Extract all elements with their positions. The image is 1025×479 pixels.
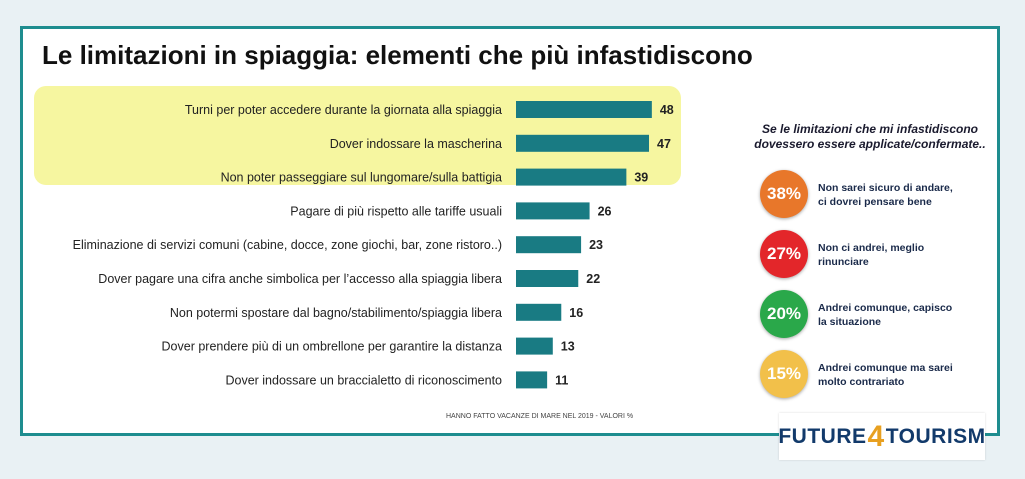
category-label: Eliminazione di servizi comuni (cabine, … bbox=[73, 238, 502, 252]
logo-text-future: FUTURE bbox=[778, 424, 867, 448]
category-label: Pagare di più rispetto alle tariffe usua… bbox=[290, 204, 502, 218]
scenario-heading-line2: dovessero essere applicate/confermate.. bbox=[754, 137, 986, 151]
scenario-label-line2: rinunciare bbox=[818, 256, 869, 268]
value-label: 26 bbox=[598, 204, 612, 218]
category-label: Dover prendere più di un ombrellone per … bbox=[162, 340, 503, 354]
scenario-heading-line1: Se le limitazioni che mi infastidiscono bbox=[761, 122, 979, 136]
scenario-percent-bubble: 15% bbox=[760, 350, 808, 398]
bar bbox=[516, 270, 579, 287]
scenario-label-line1: Andrei comunque ma sarei bbox=[818, 362, 953, 374]
scenario-label-line2: ci dovrei pensare bene bbox=[818, 196, 932, 208]
value-label: 16 bbox=[569, 306, 583, 320]
value-label: 13 bbox=[561, 340, 575, 354]
scenario-label: Andrei comunque, capisco la situazione bbox=[818, 301, 968, 329]
scenario-label-line1: Non ci andrei, meglio bbox=[818, 242, 925, 254]
scenario-label-line2: la situazione bbox=[818, 316, 882, 328]
scenario-label-line1: Non sarei sicuro di andare, bbox=[818, 182, 953, 194]
scenario-item: 20% Andrei comunque, capisco la situazio… bbox=[760, 290, 1020, 340]
value-label: 39 bbox=[634, 171, 648, 185]
scenario-item: 38% Non sarei sicuro di andare, ci dovre… bbox=[760, 170, 1020, 220]
bar bbox=[516, 236, 582, 254]
scenario-percent-bubble: 27% bbox=[760, 230, 808, 278]
category-label: Dover indossare la mascherina bbox=[330, 137, 502, 151]
bar bbox=[516, 168, 627, 186]
scenario-label: Non sarei sicuro di andare, ci dovrei pe… bbox=[818, 181, 968, 209]
scenario-label: Non ci andrei, meglio rinunciare bbox=[818, 241, 968, 269]
scenario-item: 27% Non ci andrei, meglio rinunciare bbox=[760, 230, 1020, 280]
category-label: Non potermi spostare dal bagno/stabilime… bbox=[170, 306, 502, 320]
value-label: 11 bbox=[555, 373, 568, 387]
scenario-percent-bubble: 38% bbox=[760, 170, 808, 218]
scenario-label: Andrei comunque ma sarei molto contraria… bbox=[818, 361, 968, 389]
bar bbox=[516, 371, 548, 389]
value-label: 48 bbox=[660, 103, 674, 117]
value-label: 47 bbox=[657, 137, 671, 151]
bar bbox=[516, 337, 553, 355]
category-label: Dover indossare un braccialetto di ricon… bbox=[225, 373, 502, 387]
scenario-heading: Se le limitazioni che mi infastidiscono … bbox=[720, 122, 1020, 152]
bar bbox=[516, 134, 650, 152]
value-label: 23 bbox=[589, 238, 603, 252]
scenario-label-line1: Andrei comunque, capisco bbox=[818, 302, 953, 314]
logo-text-four: 4 bbox=[867, 419, 885, 453]
value-label: 22 bbox=[586, 272, 600, 286]
scenario-item: 15% Andrei comunque ma sarei molto contr… bbox=[760, 350, 1020, 400]
logo-text-tourism: TOURISM bbox=[885, 424, 986, 448]
bar bbox=[516, 101, 652, 118]
bar bbox=[516, 202, 590, 220]
category-label: Dover pagare una cifra anche simbolica p… bbox=[98, 272, 502, 286]
category-label: Turni per poter accedere durante la gior… bbox=[185, 103, 502, 117]
page-title: Le limitazioni in spiaggia: elementi che… bbox=[42, 40, 753, 70]
future4tourism-logo: FUTURE 4 TOURISM bbox=[778, 413, 986, 460]
category-label: Non poter passeggiare sul lungomare/sull… bbox=[221, 171, 502, 185]
scenario-percent-bubble: 20% bbox=[760, 290, 808, 338]
scenario-label-line2: molto contrariato bbox=[818, 376, 905, 388]
footnote: HANNO FATTO VACANZE DI MARE NEL 2019 - V… bbox=[446, 413, 634, 420]
bar bbox=[516, 303, 562, 321]
